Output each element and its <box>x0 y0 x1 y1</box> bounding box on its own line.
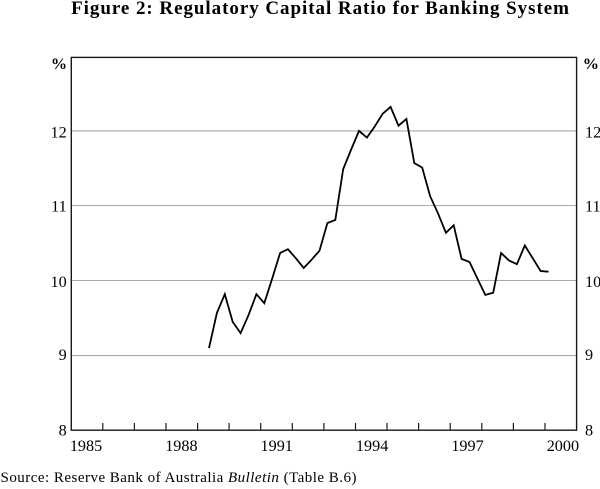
svg-text:1988: 1988 <box>165 437 197 455</box>
svg-text:1985: 1985 <box>70 437 102 455</box>
svg-text:1991: 1991 <box>261 437 293 455</box>
svg-text:10: 10 <box>585 273 600 291</box>
svg-text:9: 9 <box>59 346 67 364</box>
svg-text:%: % <box>51 55 67 73</box>
svg-text:12: 12 <box>51 123 67 141</box>
svg-text:11: 11 <box>51 198 67 216</box>
svg-text:8: 8 <box>59 421 67 439</box>
svg-text:2000: 2000 <box>547 437 579 455</box>
svg-text:%: % <box>583 55 599 73</box>
svg-text:8: 8 <box>585 421 593 439</box>
svg-text:10: 10 <box>51 273 67 291</box>
svg-text:9: 9 <box>585 346 593 364</box>
svg-text:1994: 1994 <box>356 437 388 455</box>
svg-text:12: 12 <box>585 123 600 141</box>
svg-text:11: 11 <box>585 198 600 216</box>
svg-text:1997: 1997 <box>451 437 483 455</box>
